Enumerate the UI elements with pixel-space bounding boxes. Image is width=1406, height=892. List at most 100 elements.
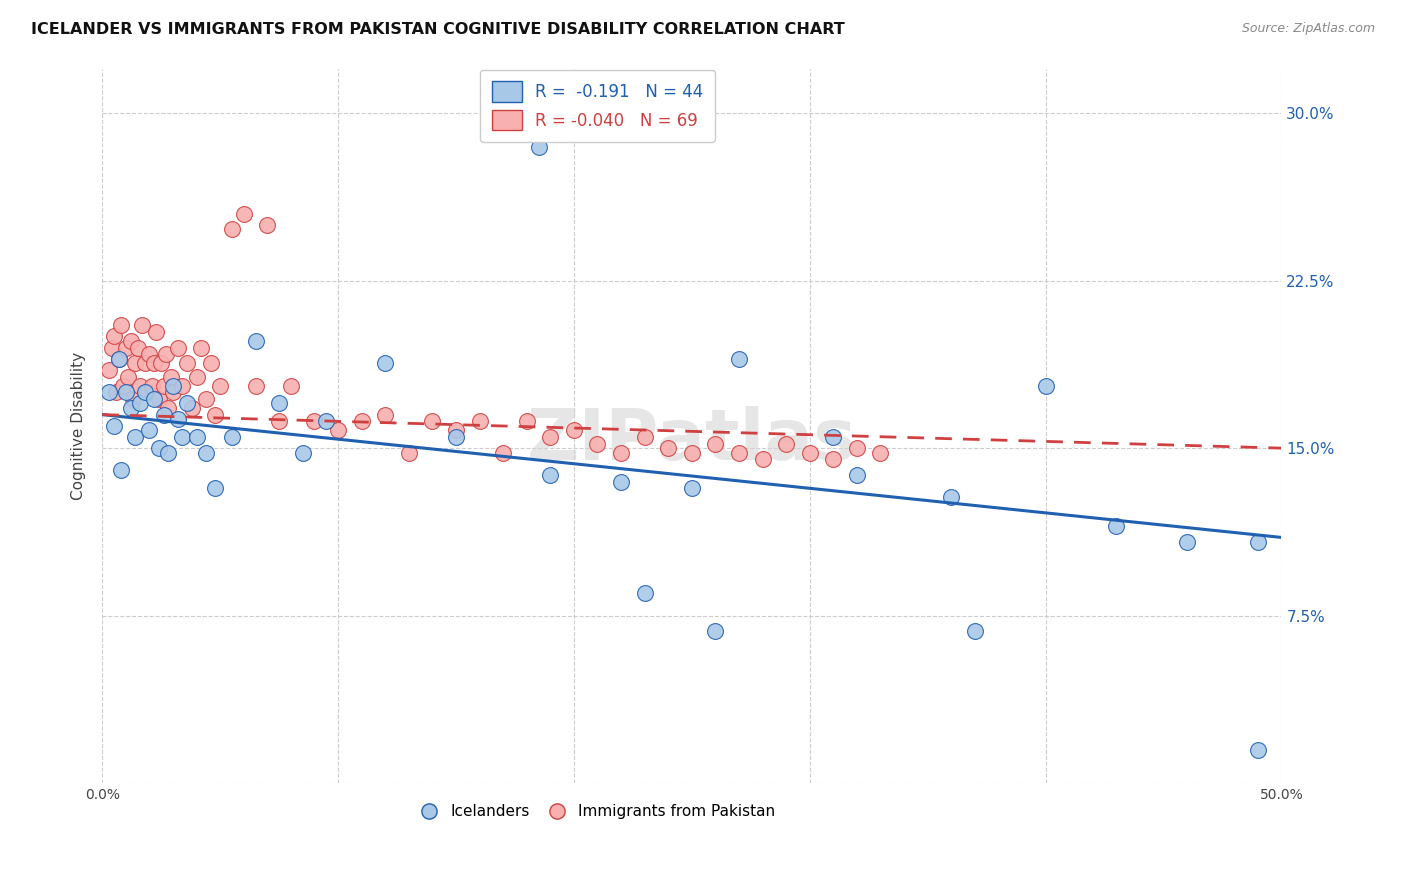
Point — [107, 351, 129, 366]
Point — [107, 351, 129, 366]
Point — [315, 414, 337, 428]
Point — [114, 341, 136, 355]
Point — [681, 481, 703, 495]
Point — [124, 356, 146, 370]
Point — [141, 378, 163, 392]
Point — [129, 378, 152, 392]
Point — [200, 356, 222, 370]
Point — [134, 385, 156, 400]
Point — [1247, 534, 1270, 549]
Point — [186, 430, 208, 444]
Point — [527, 139, 550, 153]
Point — [145, 325, 167, 339]
Point — [152, 408, 174, 422]
Y-axis label: Cognitive Disability: Cognitive Disability — [72, 351, 86, 500]
Point — [98, 385, 121, 400]
Point — [143, 356, 166, 370]
Point — [136, 385, 159, 400]
Point — [172, 430, 194, 444]
Point — [704, 436, 727, 450]
Point — [110, 318, 132, 333]
Point — [610, 475, 633, 489]
Point — [166, 341, 188, 355]
Point — [1105, 519, 1128, 533]
Point — [869, 445, 891, 459]
Point — [124, 430, 146, 444]
Point — [221, 430, 243, 444]
Point — [681, 445, 703, 459]
Point — [751, 452, 773, 467]
Point — [586, 436, 609, 450]
Point — [350, 414, 373, 428]
Point — [157, 401, 180, 415]
Point — [799, 445, 821, 459]
Point — [122, 392, 145, 406]
Point — [180, 401, 202, 415]
Point — [138, 347, 160, 361]
Point — [195, 392, 218, 406]
Point — [172, 378, 194, 392]
Point — [100, 341, 122, 355]
Point — [256, 218, 278, 232]
Point — [105, 385, 128, 400]
Point — [221, 222, 243, 236]
Point — [155, 347, 177, 361]
Point — [845, 467, 868, 482]
Point — [134, 356, 156, 370]
Point — [398, 445, 420, 459]
Point — [98, 363, 121, 377]
Point — [1247, 742, 1270, 756]
Legend: Icelanders, Immigrants from Pakistan: Icelanders, Immigrants from Pakistan — [413, 798, 782, 825]
Point — [304, 414, 326, 428]
Point — [152, 378, 174, 392]
Text: Source: ZipAtlas.com: Source: ZipAtlas.com — [1241, 22, 1375, 36]
Point — [176, 396, 198, 410]
Point — [845, 441, 868, 455]
Point — [204, 481, 226, 495]
Point — [103, 418, 125, 433]
Point — [209, 378, 232, 392]
Point — [162, 378, 184, 392]
Point — [422, 414, 444, 428]
Point — [633, 586, 655, 600]
Point — [103, 329, 125, 343]
Point — [267, 396, 290, 410]
Point — [245, 334, 267, 348]
Point — [326, 423, 349, 437]
Point — [232, 207, 254, 221]
Point — [516, 414, 538, 428]
Point — [823, 452, 845, 467]
Point — [204, 408, 226, 422]
Point — [176, 356, 198, 370]
Point — [823, 430, 845, 444]
Point — [159, 369, 181, 384]
Point — [1035, 378, 1057, 392]
Point — [117, 369, 139, 384]
Point — [195, 445, 218, 459]
Point — [110, 463, 132, 477]
Point — [114, 385, 136, 400]
Point — [633, 430, 655, 444]
Point — [166, 412, 188, 426]
Point — [148, 441, 170, 455]
Point — [444, 430, 467, 444]
Point — [129, 396, 152, 410]
Point — [374, 408, 396, 422]
Point — [120, 401, 142, 415]
Text: ZIPatlas: ZIPatlas — [527, 406, 856, 475]
Point — [444, 423, 467, 437]
Point — [562, 423, 585, 437]
Text: ICELANDER VS IMMIGRANTS FROM PAKISTAN COGNITIVE DISABILITY CORRELATION CHART: ICELANDER VS IMMIGRANTS FROM PAKISTAN CO… — [31, 22, 845, 37]
Point — [162, 385, 184, 400]
Point — [728, 445, 751, 459]
Point — [941, 490, 963, 504]
Point — [120, 334, 142, 348]
Point — [610, 445, 633, 459]
Point — [374, 356, 396, 370]
Point — [127, 341, 149, 355]
Point — [157, 445, 180, 459]
Point — [190, 341, 212, 355]
Point — [657, 441, 679, 455]
Point — [112, 378, 135, 392]
Point — [143, 392, 166, 406]
